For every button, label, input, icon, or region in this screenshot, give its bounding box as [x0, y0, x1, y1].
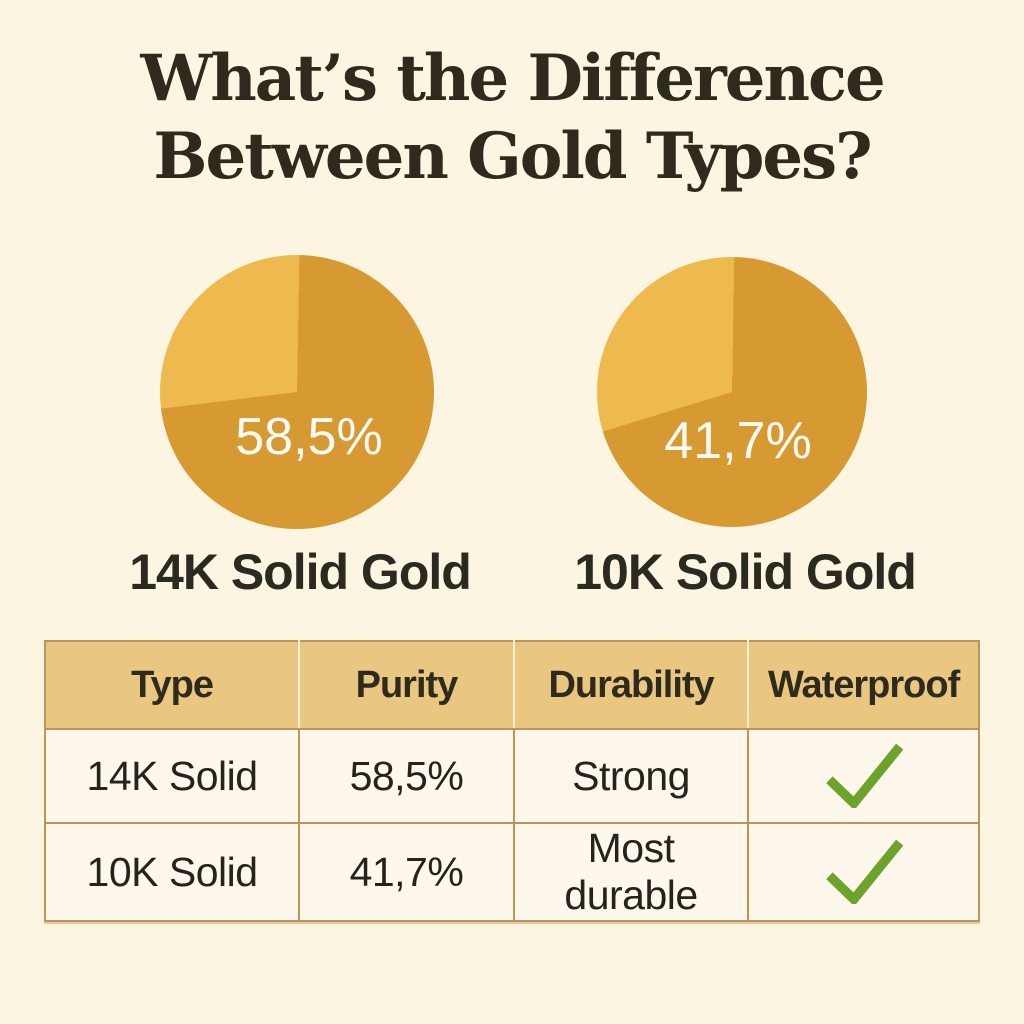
table-row-14k: 14K Solid 58,5% Strong — [45, 728, 979, 823]
pie-caption-14k-gold: 14K Solid Gold — [129, 544, 472, 600]
cell-durability-14k: Strong — [512, 728, 749, 823]
pie-caption-10k-gold: 10K Solid Gold — [574, 544, 917, 600]
cell-purity-14k: 58,5% — [298, 728, 514, 823]
pie-value-label-10k: 41,7% — [664, 412, 812, 470]
page-title-line1: What’s the Difference — [140, 41, 885, 116]
check-icon — [750, 840, 977, 904]
column-header-durability: Durability — [512, 641, 749, 730]
cell-waterproof-10k — [747, 822, 979, 921]
gold-comparison-table: Type Purity Durability Waterproof 14K So… — [44, 640, 980, 922]
table-row-10k: 10K Solid 41,7% Most durable — [45, 822, 979, 921]
page-title-line2: Between Gold Types? — [153, 119, 872, 195]
cell-type-14k: 14K Solid — [45, 728, 300, 823]
cell-waterproof-14k — [747, 728, 979, 823]
cell-purity-10k: 41,7% — [298, 822, 514, 921]
pie-chart-14k-gold: 58,5% — [160, 255, 434, 529]
column-header-purity: Purity — [298, 641, 514, 730]
pie-value-label-14k: 58,5% — [235, 408, 383, 466]
cell-durability-10k: Most durable — [512, 822, 749, 921]
pie-chart-10k-gold: 41,7% — [597, 257, 867, 527]
check-icon — [750, 744, 977, 808]
column-header-type: Type — [45, 641, 300, 730]
table-header-row: Type Purity Durability Waterproof — [45, 641, 979, 730]
cell-type-10k: 10K Solid — [45, 822, 300, 921]
page-title: What’s the Difference Between Gold Types… — [0, 40, 1024, 196]
column-header-waterproof: Waterproof — [747, 641, 979, 730]
